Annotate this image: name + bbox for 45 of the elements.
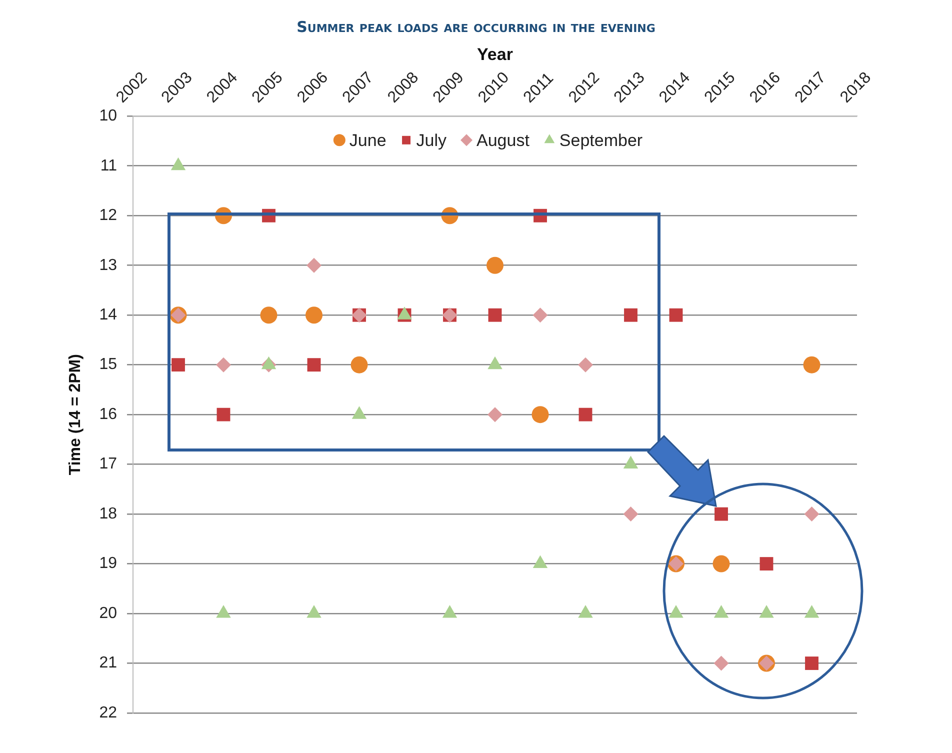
y-tick-label: 20 [99, 604, 118, 622]
point [532, 308, 548, 323]
y-tick-label: 16 [99, 406, 118, 423]
point [488, 308, 502, 322]
legend-label: September [559, 130, 643, 150]
x-axis-title: Year [477, 44, 514, 64]
y-tick-label: 11 [100, 157, 118, 174]
legend-label: August [476, 130, 530, 150]
point [624, 308, 638, 322]
point [714, 656, 729, 671]
y-tick-label: 22 [99, 704, 118, 722]
y-axis-title: Time (14 = 2PM) [67, 354, 84, 476]
legend-label: June [349, 130, 386, 150]
y-tick-label: 18 [99, 505, 118, 522]
point [669, 308, 683, 322]
point [803, 356, 820, 374]
point [486, 256, 504, 274]
y-tick-label: 13 [99, 256, 118, 274]
point [578, 408, 592, 422]
point [306, 258, 322, 273]
y-tick-label: 12 [99, 207, 118, 224]
point [760, 557, 774, 571]
y-tick-label: 14 [99, 306, 118, 324]
chart-title: Summer peak loads are occurring in the evening [296, 18, 656, 36]
point [216, 357, 231, 372]
point [805, 656, 818, 670]
y-tick-label: 21 [99, 654, 118, 672]
legend-label: July [416, 130, 448, 150]
point [307, 358, 321, 372]
y-tick-label: 17 [99, 456, 118, 473]
y-tick-label: 15 [99, 356, 118, 374]
point [712, 555, 730, 572]
point [488, 407, 502, 422]
point [172, 358, 185, 372]
point [216, 408, 230, 422]
point [260, 306, 278, 324]
point [578, 357, 593, 372]
point [350, 356, 368, 374]
point [306, 306, 322, 324]
point [532, 406, 549, 424]
y-tick-label: 10 [99, 108, 118, 125]
y-tick-label: 19 [99, 555, 118, 572]
point [714, 507, 728, 521]
point [623, 506, 638, 522]
point [804, 506, 820, 522]
